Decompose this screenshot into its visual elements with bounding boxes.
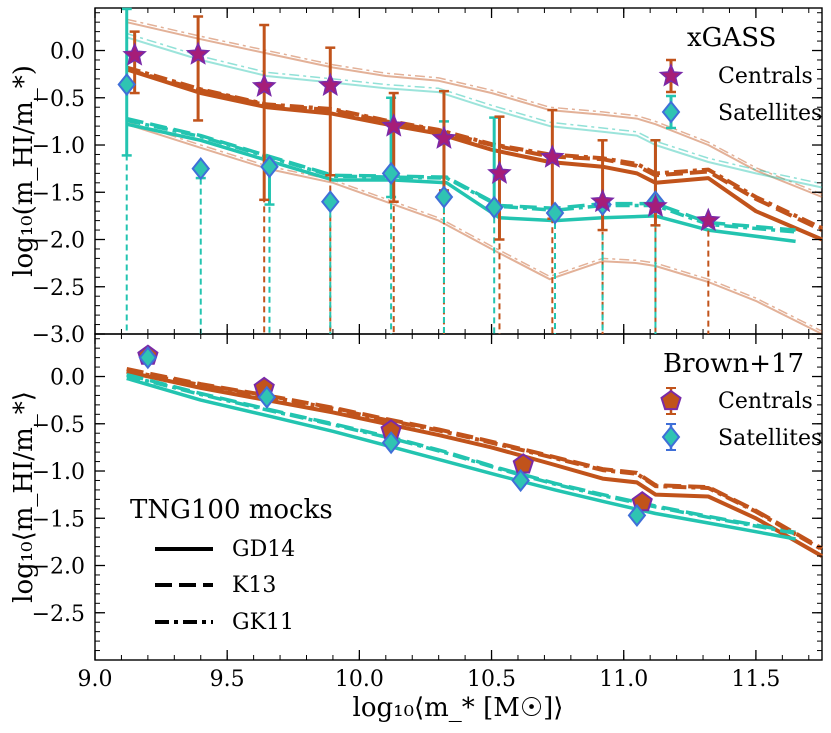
mock-legend-k13: K13 <box>232 573 276 598</box>
central-point <box>540 144 565 168</box>
y-tick-label: −0.5 <box>32 87 85 112</box>
satellite-point <box>257 385 277 409</box>
top-ylabel: log₁₀(m_HI/m_*) <box>9 65 39 277</box>
bottom-legend-satellites: Satellites <box>718 426 822 451</box>
x-tick-label: 9.5 <box>210 667 245 692</box>
band-centrals_lower <box>126 123 823 335</box>
y-tick-label: 0.0 <box>50 366 85 391</box>
top-legend-markers <box>658 58 684 130</box>
central-point <box>487 160 512 184</box>
y-tick-label: −2.5 <box>32 276 85 301</box>
mock-central-gk11 <box>126 368 823 552</box>
mock-central-k13 <box>126 67 823 232</box>
legend-satellite-diamond <box>661 100 681 124</box>
mock-legend-title: TNG100 mocks <box>130 495 333 525</box>
y-tick-label: −1.0 <box>32 460 85 485</box>
top-panel-plot <box>117 7 823 335</box>
y-tick-label: −2.0 <box>32 555 85 580</box>
y-tick-label: −3.0 <box>32 323 85 348</box>
top-legend-satellites: Satellites <box>718 101 822 126</box>
bottom-legend-markers <box>660 387 682 451</box>
bottom-legend-centrals: Centrals <box>718 389 813 414</box>
band-centrals_upper <box>126 21 823 198</box>
bottom-panel-plot <box>126 344 823 558</box>
x-tick-label: 9.0 <box>78 667 113 692</box>
satellite-point <box>117 72 137 97</box>
satellite-point <box>484 195 504 219</box>
satellite-point <box>138 346 158 370</box>
y-tick-label: −1.5 <box>32 181 85 206</box>
mock-satellite-k13 <box>126 116 796 232</box>
central-point <box>122 42 147 66</box>
satellite-point <box>627 503 647 528</box>
bottom-legend-title: Brown+17 <box>663 349 804 379</box>
satellite-point <box>434 185 454 209</box>
x-tick-label: 11.0 <box>599 667 648 692</box>
top-legend-centrals: Centrals <box>718 64 813 89</box>
legend-central-star <box>658 63 684 87</box>
central-point <box>251 73 277 97</box>
mock-central-gd14 <box>126 67 823 242</box>
x-tick-label: 10.5 <box>467 667 516 692</box>
band-satellites-upper <box>126 36 823 189</box>
y-tick-label: 0.0 <box>50 40 85 65</box>
satellite-point <box>545 201 565 225</box>
mock-legend-gd14: GD14 <box>232 537 295 562</box>
y-tick-label: −1.0 <box>32 134 85 159</box>
satellite-point <box>321 190 340 214</box>
mock-satellite-gd14 <box>126 376 796 541</box>
mock-satellite-gk11 <box>126 118 796 234</box>
central-point <box>381 113 407 137</box>
axes-ticks: 0.0 −0.5 −1.0 −1.5 −2.0 −2.5 −3.0 0.0 −0.5 −1.0 −1… <box>32 8 822 692</box>
band-centrals_upper-alt <box>126 18 823 195</box>
x-tick-label: 11.5 <box>731 667 780 692</box>
central-point <box>431 125 457 149</box>
satellite-point <box>381 161 401 185</box>
legend-central-pentagon <box>660 389 682 411</box>
y-tick-label: −2.5 <box>32 602 85 627</box>
central-point <box>317 72 343 96</box>
central-point <box>185 41 211 65</box>
central-point <box>590 188 615 213</box>
mock-satellite-gd14 <box>126 122 796 244</box>
legend-satellite-diamond <box>661 425 681 449</box>
satellite-point <box>511 468 530 493</box>
mock-central-gk11 <box>126 65 823 231</box>
y-tick-label: −1.5 <box>32 507 85 532</box>
bottom-panel-frame <box>94 333 823 661</box>
y-tick-label: −0.5 <box>32 413 85 438</box>
top-legend-title: xGASS <box>687 23 776 53</box>
band-satellites-upper-alt <box>126 32 823 185</box>
central-point <box>643 193 668 217</box>
central-point <box>696 207 721 232</box>
satellite-point <box>191 157 211 181</box>
x-tick-label: 10.0 <box>335 667 384 692</box>
xlabel: log₁₀⟨m_* [M☉]⟩ <box>353 693 564 723</box>
y-tick-label: −2.0 <box>32 229 85 254</box>
mock-satellite-gk11 <box>126 373 796 536</box>
satellite-point <box>260 155 279 179</box>
bottom-ylabel: log₁₀⟨m_HI/m_*⟩ <box>9 391 39 603</box>
satellite-point <box>381 431 401 455</box>
mock-legend-gk11: GK11 <box>232 610 294 635</box>
